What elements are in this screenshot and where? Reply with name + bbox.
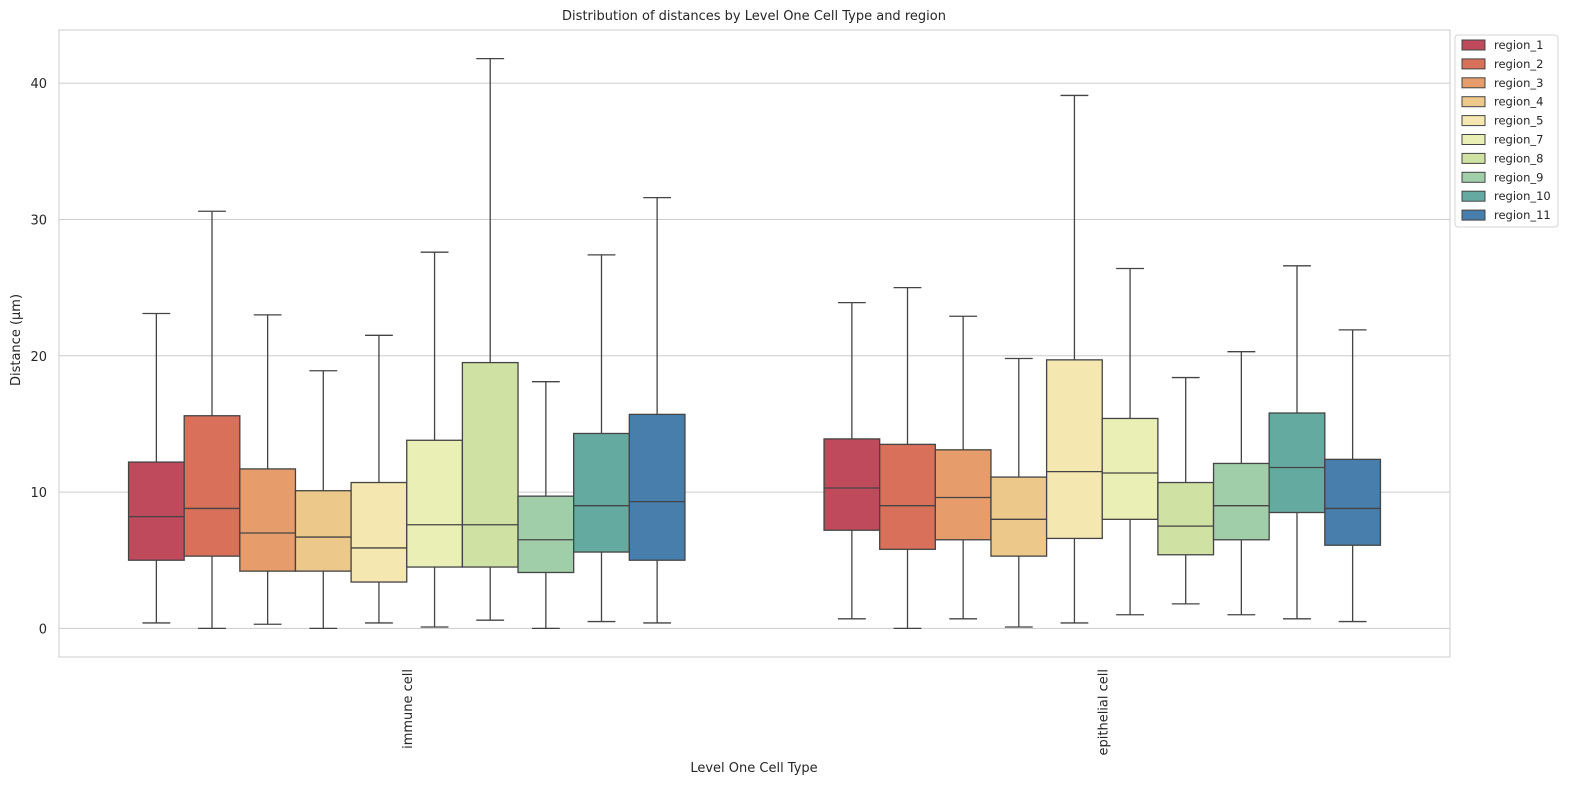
iqr-box (183, 415, 241, 557)
y-axis-ticks: 0 10 20 30 40 (30, 77, 47, 637)
y-axis-label: Distance (µm) (9, 294, 24, 386)
iqr-box (406, 439, 464, 568)
legend-label: region_1 (1494, 38, 1543, 52)
legend-swatch (1461, 134, 1486, 145)
y-tick-label: 40 (30, 77, 47, 92)
iqr-box (990, 476, 1048, 557)
legend-swatch (1461, 58, 1486, 70)
legend-label: region_7 (1494, 133, 1543, 147)
x-tick-label: epithelial cell (1096, 669, 1111, 756)
box-region_3-0 (239, 314, 297, 625)
box-region_2-0 (183, 210, 241, 630)
y-tick-label: 0 (39, 622, 47, 637)
y-tick-label: 30 (30, 213, 47, 228)
iqr-box (517, 495, 575, 574)
iqr-box (573, 432, 630, 553)
box-region_5-1 (1045, 94, 1103, 624)
box-region_4-1 (990, 357, 1048, 628)
iqr-box (823, 438, 881, 531)
iqr-box (934, 449, 992, 541)
legend-label: region_8 (1494, 151, 1543, 165)
iqr-box (239, 468, 297, 572)
iqr-box (1324, 458, 1382, 546)
y-tick-label: 20 (30, 350, 47, 365)
iqr-box (294, 490, 352, 572)
box-region_3-1 (934, 315, 992, 620)
box-region_11-1 (1324, 329, 1382, 623)
box-region_10-1 (1268, 265, 1326, 620)
x-axis-label: Level One Cell Type (690, 761, 817, 776)
iqr-box (461, 361, 519, 568)
legend-swatch (1461, 77, 1486, 89)
box-region_1-0 (127, 312, 185, 624)
x-tick-label: immune cell (401, 669, 416, 749)
legend-swatch (1461, 171, 1486, 183)
iqr-box (879, 443, 936, 550)
box-region_9-0 (517, 381, 575, 630)
iqr-box (1045, 359, 1103, 540)
box-region_7-0 (406, 251, 464, 628)
legend-label: region_3 (1494, 76, 1543, 90)
legend: region_1 region_2 region_3 region_4 region_5… (1454, 34, 1559, 228)
box-region_11-0 (628, 197, 686, 624)
box-region_8-0 (461, 57, 519, 621)
chart-title: Distribution of distances by Level One C… (562, 9, 946, 24)
iqr-box (1268, 412, 1326, 514)
legend-swatch (1461, 96, 1486, 108)
legend-swatch (1461, 190, 1486, 202)
box-region_5-0 (350, 334, 408, 624)
iqr-box (127, 461, 185, 561)
legend-label: region_9 (1494, 170, 1543, 184)
legend-label: region_2 (1494, 57, 1543, 71)
box-region_10-0 (573, 254, 630, 623)
legend-swatch (1461, 39, 1486, 51)
legend-swatch (1461, 209, 1486, 221)
legend-swatch (1461, 152, 1486, 164)
box-region_8-1 (1157, 376, 1215, 605)
y-tick-label: 10 (30, 486, 47, 501)
iqr-box (1212, 462, 1270, 541)
legend-label: region_10 (1494, 189, 1551, 203)
box-region_7-1 (1101, 267, 1159, 616)
legend-label: region_5 (1494, 114, 1543, 128)
iqr-box (350, 481, 408, 583)
legend-label: region_4 (1494, 95, 1543, 109)
iqr-box (1157, 481, 1215, 556)
iqr-box (1101, 417, 1159, 520)
legend-label: region_11 (1494, 208, 1551, 222)
legend-swatch (1461, 115, 1486, 127)
boxes (127, 57, 1382, 630)
box-region_1-1 (823, 301, 881, 620)
iqr-box (628, 413, 686, 561)
x-axis-ticks: immune cell epithelial cell (401, 669, 1112, 756)
